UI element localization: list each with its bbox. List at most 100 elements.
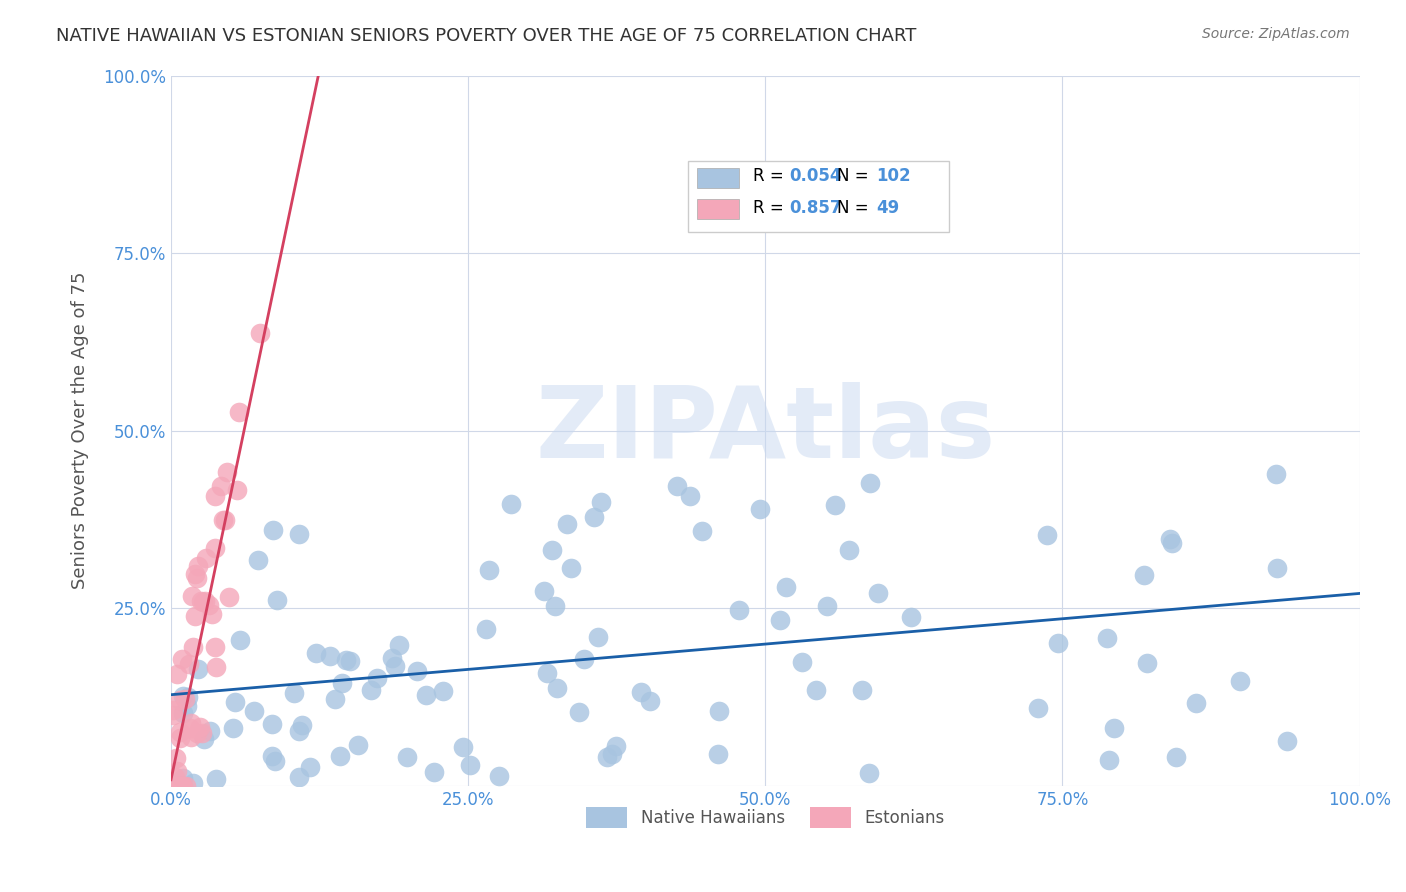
Point <box>162 708 184 723</box>
Point <box>572 651 595 665</box>
Point <box>388 638 411 652</box>
Point <box>586 630 609 644</box>
Point <box>381 651 404 665</box>
Point <box>200 723 222 738</box>
Point <box>366 671 388 685</box>
Point <box>166 764 188 778</box>
Point <box>568 705 591 719</box>
Point <box>228 405 250 419</box>
Point <box>162 703 184 717</box>
Point <box>1036 528 1059 542</box>
Point <box>288 724 311 739</box>
Point <box>204 640 226 655</box>
Point <box>283 686 305 700</box>
Point <box>815 599 838 614</box>
Point <box>541 543 564 558</box>
Point <box>186 726 208 740</box>
Text: N =: N = <box>837 168 873 186</box>
Text: 49: 49 <box>876 199 898 217</box>
Point <box>838 543 860 558</box>
FancyBboxPatch shape <box>688 161 949 232</box>
Point <box>546 681 568 695</box>
Point <box>1098 754 1121 768</box>
Point <box>172 706 194 720</box>
Point <box>335 653 357 667</box>
Point <box>900 610 922 624</box>
Point <box>166 667 188 681</box>
Point <box>191 725 214 739</box>
Point <box>605 739 627 754</box>
Text: Source: ZipAtlas.com: Source: ZipAtlas.com <box>1202 27 1350 41</box>
Point <box>204 489 226 503</box>
Point <box>406 664 429 678</box>
Point <box>1229 673 1251 688</box>
Point <box>249 326 271 340</box>
Point <box>706 747 728 762</box>
Point <box>339 655 361 669</box>
Point <box>169 779 191 793</box>
Text: N =: N = <box>837 199 873 217</box>
Point <box>299 760 322 774</box>
Point <box>1026 701 1049 715</box>
Point <box>205 772 228 787</box>
Point <box>499 497 522 511</box>
Point <box>191 595 214 609</box>
Point <box>179 657 201 671</box>
Point <box>769 613 792 627</box>
Point <box>415 688 437 702</box>
Point <box>172 779 194 793</box>
Point <box>868 585 890 599</box>
Point <box>1264 467 1286 482</box>
Point <box>690 524 713 538</box>
Point <box>163 770 186 784</box>
Point <box>228 633 250 648</box>
Point <box>226 483 249 497</box>
Point <box>858 765 880 780</box>
Point <box>162 779 184 793</box>
Point <box>214 513 236 527</box>
Point <box>266 592 288 607</box>
Point <box>218 591 240 605</box>
Point <box>188 720 211 734</box>
Point <box>170 779 193 793</box>
Point <box>1095 631 1118 645</box>
Point <box>536 665 558 680</box>
Point <box>666 478 689 492</box>
Point <box>179 722 201 736</box>
Point <box>193 731 215 746</box>
Point <box>184 566 207 581</box>
Text: 0.857: 0.857 <box>789 199 842 217</box>
Point <box>246 553 269 567</box>
Point <box>595 750 617 764</box>
Point <box>264 755 287 769</box>
FancyBboxPatch shape <box>697 168 740 187</box>
Point <box>432 684 454 698</box>
Point <box>169 779 191 793</box>
Point <box>630 685 652 699</box>
Point <box>181 776 204 790</box>
Point <box>555 517 578 532</box>
Point <box>1160 535 1182 549</box>
Point <box>533 584 555 599</box>
Point <box>217 465 239 479</box>
Point <box>458 758 481 772</box>
Point <box>792 655 814 669</box>
Point <box>187 662 209 676</box>
Legend: Native Hawaiians, Estonians: Native Hawaiians, Estonians <box>579 801 952 834</box>
Point <box>187 558 209 573</box>
Point <box>543 599 565 613</box>
Text: R =: R = <box>754 168 789 186</box>
Point <box>1159 532 1181 546</box>
Point <box>180 715 202 730</box>
Point <box>169 731 191 745</box>
Point <box>262 523 284 537</box>
Point <box>288 527 311 541</box>
Point <box>243 705 266 719</box>
Point <box>582 510 605 524</box>
Point <box>169 692 191 706</box>
Point <box>1275 734 1298 748</box>
Text: ZIPAtlas: ZIPAtlas <box>536 382 995 479</box>
Point <box>347 738 370 752</box>
Point <box>209 479 232 493</box>
Point <box>451 739 474 754</box>
